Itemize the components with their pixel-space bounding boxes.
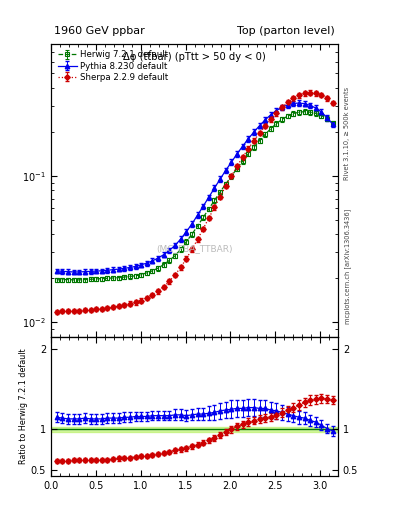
Text: (MC_FBA_TTBAR): (MC_FBA_TTBAR) <box>156 244 233 253</box>
Legend: Herwig 7.2.1 default, Pythia 8.230 default, Sherpa 2.2.9 default: Herwig 7.2.1 default, Pythia 8.230 defau… <box>55 48 171 84</box>
Text: Rivet 3.1.10, ≥ 500k events: Rivet 3.1.10, ≥ 500k events <box>344 87 350 180</box>
Text: Top (parton level): Top (parton level) <box>237 26 335 36</box>
Text: Δφ (tt̄bar) (pTtt > 50 dy < 0): Δφ (tt̄bar) (pTtt > 50 dy < 0) <box>123 52 266 62</box>
Y-axis label: Ratio to Herwig 7.2.1 default: Ratio to Herwig 7.2.1 default <box>19 349 28 464</box>
Text: 1960 GeV ppbar: 1960 GeV ppbar <box>54 26 145 36</box>
Bar <box>51 426 338 432</box>
Text: mcplots.cern.ch [arXiv:1306.3436]: mcplots.cern.ch [arXiv:1306.3436] <box>344 208 351 324</box>
